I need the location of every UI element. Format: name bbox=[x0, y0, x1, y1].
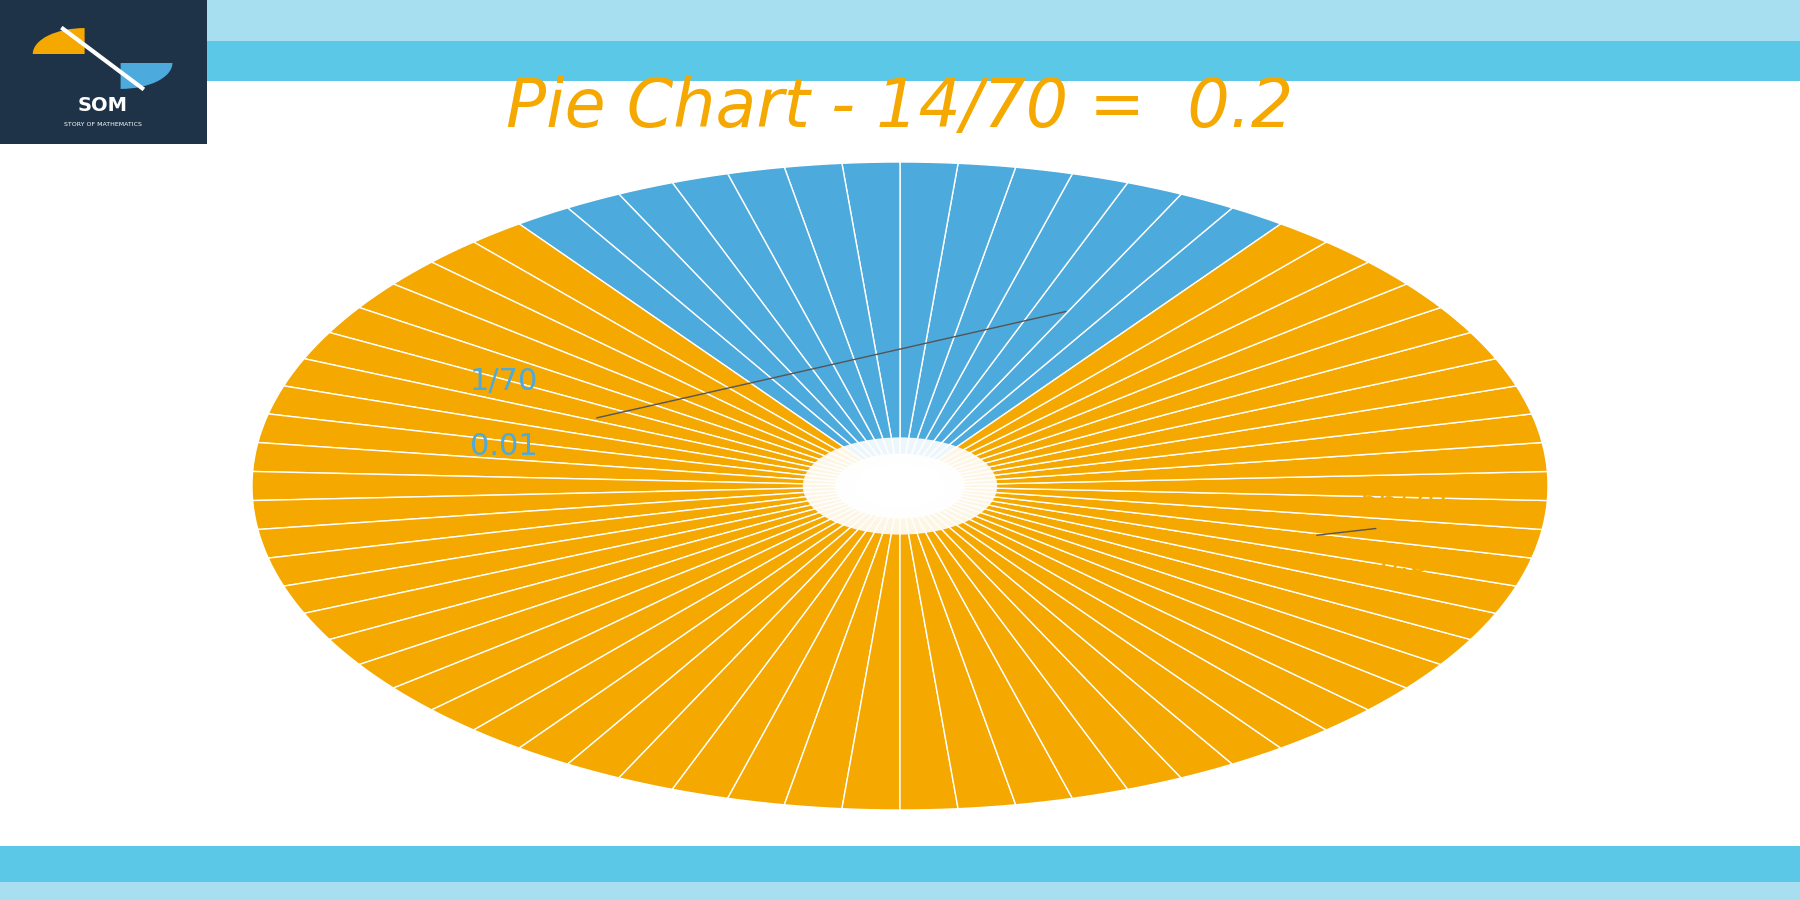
Text: STORY OF MATHEMATICS: STORY OF MATHEMATICS bbox=[63, 122, 142, 127]
Wedge shape bbox=[900, 414, 1543, 486]
Wedge shape bbox=[329, 486, 900, 664]
Wedge shape bbox=[394, 486, 900, 710]
FancyBboxPatch shape bbox=[0, 846, 1800, 900]
Wedge shape bbox=[900, 486, 1543, 558]
Text: 56/70: 56/70 bbox=[1361, 489, 1447, 518]
Wedge shape bbox=[900, 486, 1368, 730]
Wedge shape bbox=[394, 262, 900, 486]
Wedge shape bbox=[432, 242, 900, 486]
FancyBboxPatch shape bbox=[0, 0, 207, 144]
Wedge shape bbox=[900, 486, 1181, 789]
Wedge shape bbox=[673, 174, 900, 486]
Wedge shape bbox=[727, 486, 900, 805]
Wedge shape bbox=[329, 308, 900, 486]
Wedge shape bbox=[900, 486, 1127, 798]
Wedge shape bbox=[900, 486, 1548, 529]
Wedge shape bbox=[900, 167, 1073, 486]
Wedge shape bbox=[284, 486, 900, 613]
Wedge shape bbox=[567, 194, 900, 486]
Wedge shape bbox=[900, 183, 1181, 486]
Wedge shape bbox=[432, 486, 900, 730]
Wedge shape bbox=[257, 486, 900, 558]
Wedge shape bbox=[900, 486, 1516, 613]
Circle shape bbox=[855, 464, 945, 508]
Wedge shape bbox=[268, 386, 900, 486]
Wedge shape bbox=[900, 472, 1548, 500]
Wedge shape bbox=[900, 486, 1496, 640]
Circle shape bbox=[875, 473, 925, 499]
Wedge shape bbox=[304, 486, 900, 640]
Wedge shape bbox=[673, 486, 900, 798]
Wedge shape bbox=[900, 224, 1327, 486]
Wedge shape bbox=[252, 486, 900, 529]
Text: Pie Chart - 14/70 =  0.2: Pie Chart - 14/70 = 0.2 bbox=[506, 75, 1294, 141]
Wedge shape bbox=[900, 486, 1233, 778]
Circle shape bbox=[835, 454, 965, 518]
Wedge shape bbox=[900, 359, 1516, 486]
Wedge shape bbox=[473, 486, 900, 748]
Wedge shape bbox=[900, 194, 1233, 486]
Wedge shape bbox=[268, 486, 900, 586]
Wedge shape bbox=[900, 486, 1015, 809]
Wedge shape bbox=[518, 208, 900, 486]
Wedge shape bbox=[900, 486, 1532, 586]
Wedge shape bbox=[567, 486, 900, 778]
Text: 1/70: 1/70 bbox=[470, 367, 538, 396]
FancyBboxPatch shape bbox=[0, 0, 1800, 81]
Wedge shape bbox=[619, 183, 900, 486]
Wedge shape bbox=[900, 284, 1440, 486]
Wedge shape bbox=[785, 163, 900, 486]
FancyBboxPatch shape bbox=[0, 882, 1800, 900]
Wedge shape bbox=[900, 486, 1440, 688]
Wedge shape bbox=[900, 486, 1282, 764]
Wedge shape bbox=[900, 242, 1368, 486]
Text: 0.8: 0.8 bbox=[1381, 549, 1427, 578]
Wedge shape bbox=[900, 486, 1073, 805]
Wedge shape bbox=[257, 414, 900, 486]
Wedge shape bbox=[518, 486, 900, 764]
Wedge shape bbox=[252, 472, 900, 500]
Wedge shape bbox=[121, 63, 173, 89]
Wedge shape bbox=[304, 332, 900, 486]
Wedge shape bbox=[900, 386, 1532, 486]
Wedge shape bbox=[473, 224, 900, 486]
Wedge shape bbox=[900, 162, 958, 486]
Wedge shape bbox=[619, 486, 900, 789]
Wedge shape bbox=[252, 443, 900, 486]
Circle shape bbox=[803, 437, 997, 535]
FancyBboxPatch shape bbox=[0, 0, 1800, 40]
Wedge shape bbox=[785, 486, 900, 809]
Wedge shape bbox=[360, 284, 900, 486]
Wedge shape bbox=[727, 167, 900, 486]
Wedge shape bbox=[900, 486, 1406, 710]
Wedge shape bbox=[900, 486, 1327, 748]
Wedge shape bbox=[842, 162, 900, 486]
Text: SOM: SOM bbox=[77, 95, 128, 115]
Wedge shape bbox=[842, 486, 900, 810]
Wedge shape bbox=[900, 262, 1406, 486]
Wedge shape bbox=[900, 443, 1548, 486]
Wedge shape bbox=[900, 208, 1282, 486]
Wedge shape bbox=[360, 486, 900, 688]
Wedge shape bbox=[32, 28, 85, 54]
Wedge shape bbox=[900, 486, 958, 810]
Wedge shape bbox=[900, 308, 1471, 486]
Wedge shape bbox=[900, 163, 1015, 486]
Wedge shape bbox=[900, 174, 1127, 486]
Text: 0.01: 0.01 bbox=[470, 432, 538, 461]
Wedge shape bbox=[900, 332, 1496, 486]
Wedge shape bbox=[284, 359, 900, 486]
Wedge shape bbox=[900, 486, 1471, 664]
